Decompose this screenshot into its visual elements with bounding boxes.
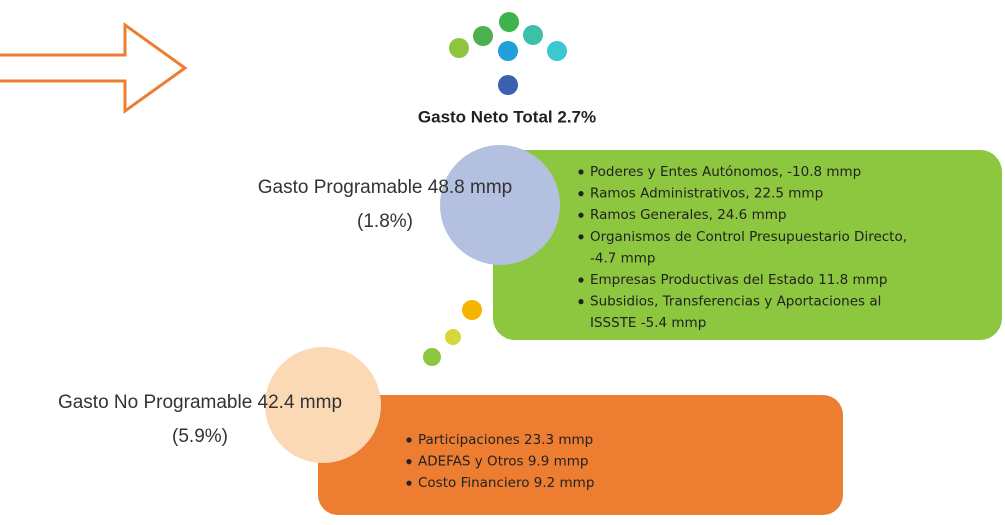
list: Participaciones 23.3 mmp ADEFAS y Otros 9… (406, 432, 594, 491)
list-item: Participaciones 23.3 mmp (418, 432, 593, 448)
bullet (578, 299, 584, 305)
bullet (406, 459, 412, 465)
list-item: Costo Financiero 9.2 mmp (418, 475, 594, 491)
list-item: -4.7 mmp (590, 250, 656, 266)
box (318, 395, 843, 515)
list-item: Ramos Generales, 24.6 mmp (590, 207, 786, 223)
list-item: ISSSTE -5.4 mmp (590, 315, 706, 331)
list-item: ADEFAS y Otros 9.9 mmp (418, 454, 588, 470)
bullet (406, 437, 412, 443)
list: Poderes y Entes Autónomos, -10.8 mmp Ramo… (578, 164, 907, 331)
list-item: Organismos de Control Presupuestario Dir… (590, 229, 907, 245)
bullet (578, 212, 584, 218)
logo-dots (449, 12, 567, 95)
title: Gasto Neto Total 2.7% (418, 107, 596, 126)
bullet (578, 277, 584, 283)
list-item: Ramos Administrativos, 22.5 mmp (590, 186, 823, 202)
circle (265, 347, 381, 463)
list-item: Subsidios, Transferencias y Aportaciones… (590, 294, 881, 310)
box (493, 150, 1002, 340)
bullet (578, 191, 584, 197)
list-item: Empresas Productivas del Estado 11.8 mmp (590, 272, 887, 288)
bullet (578, 169, 584, 175)
dot (462, 300, 482, 320)
arrow (0, 22, 188, 114)
group-sublabel: (1.8%) (357, 211, 413, 232)
group-label: Gasto Programable 48.8 mmp (258, 177, 513, 198)
dot (423, 348, 441, 366)
list-item: Poderes y Entes Autónomos, -10.8 mmp (590, 164, 861, 180)
group-label: Gasto No Programable 42.4 mmp (58, 392, 342, 413)
group-sublabel: (5.9%) (172, 426, 228, 447)
circle (440, 145, 560, 265)
dot (445, 329, 461, 345)
bullet (578, 234, 584, 240)
bullet (406, 480, 412, 486)
